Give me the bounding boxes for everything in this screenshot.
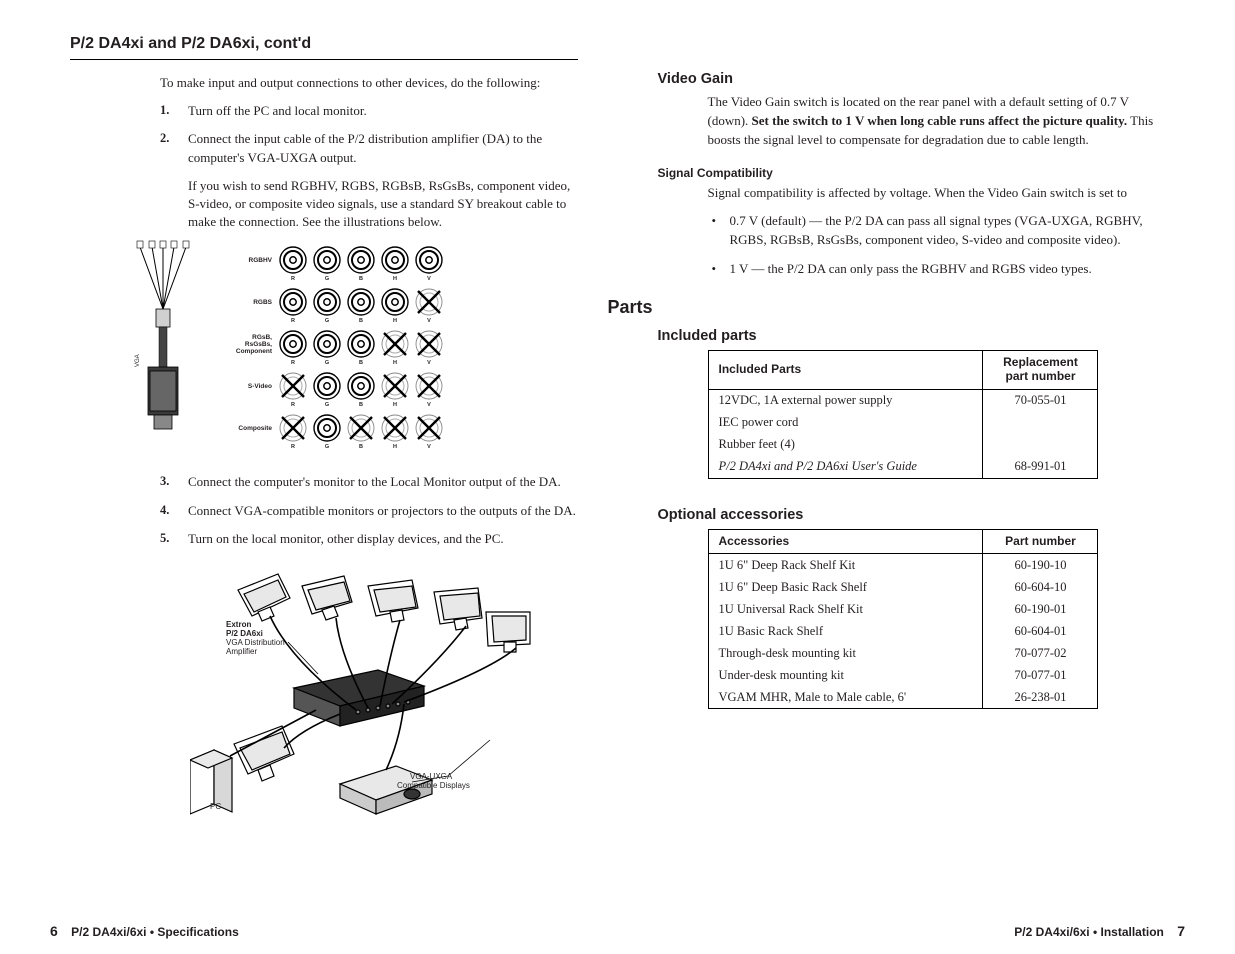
matrix-row: RGsB, RsGsBs, ComponentRGBHV — [226, 323, 444, 365]
setup-svg — [190, 560, 560, 825]
displays-label-1: VGA-UXGA — [410, 772, 452, 781]
heading-parts: Parts — [658, 297, 1166, 318]
bnc-connector-icon: G — [312, 371, 342, 401]
bnc-connector-icon: R — [278, 329, 308, 359]
displays-label-2: Compatible Displays — [397, 781, 470, 790]
pc-label: PC — [210, 802, 221, 811]
heading-optional: Optional accessories — [658, 507, 1166, 523]
steps-list: 1.Turn off the PC and local monitor. 2. … — [160, 102, 578, 548]
bnc-unused-icon: V — [414, 287, 444, 317]
matrix-row: RGBHVRGBHV — [226, 239, 444, 281]
heading-signal-compat: Signal Compatibility — [658, 166, 1166, 180]
extron-label-2: P/2 DA6xi — [226, 629, 263, 638]
step-1: 1.Turn off the PC and local monitor. — [160, 102, 578, 120]
heading-video-gain: Video Gain — [658, 71, 1166, 87]
page-7: Video Gain The Video Gain switch is loca… — [618, 35, 1191, 939]
bnc-connector-icon: V — [414, 245, 444, 275]
bullet-07v: 0.7 V (default) — the P/2 DA can pass al… — [708, 212, 1166, 250]
running-head: P/2 DA4xi and P/2 DA6xi, cont'd — [70, 35, 578, 60]
bnc-connector-icon: B — [346, 287, 376, 317]
step-2: 2. Connect the input cable of the P/2 di… — [160, 130, 578, 459]
bnc-connector-icon: G — [312, 245, 342, 275]
table-row: 12VDC, 1A external power supply70-055-01 — [708, 389, 1097, 412]
breakout-cable-illustration: VGA — [128, 239, 198, 459]
step-5: 5.Turn on the local monitor, other displ… — [160, 530, 578, 548]
breakout-matrix-diagram: VGA — [128, 239, 578, 459]
table-row: Under-desk mounting kit70-077-01 — [708, 664, 1097, 686]
bnc-unused-icon: V — [414, 329, 444, 359]
extron-label-4: Amplifier — [226, 647, 257, 656]
bnc-unused-icon: H — [380, 371, 410, 401]
matrix-row: CompositeRGBHV — [226, 407, 444, 449]
included-parts-table: Included PartsReplacement part number 12… — [708, 350, 1098, 479]
video-gain-para: The Video Gain switch is located on the … — [708, 93, 1166, 150]
table-row: 1U 6" Deep Basic Rack Shelf60-604-10 — [708, 576, 1097, 598]
bnc-unused-icon: B — [346, 413, 376, 443]
bnc-unused-icon: V — [414, 371, 444, 401]
table-row: 1U Basic Rack Shelf60-604-01 — [708, 620, 1097, 642]
bullet-1v: 1 V — the P/2 DA can only pass the RGBHV… — [708, 260, 1166, 279]
extron-label-1: Extron — [226, 620, 251, 629]
table-row: VGAM MHR, Male to Male cable, 6'26-238-0… — [708, 686, 1097, 709]
setup-diagram: Extron P/2 DA6xi VGA Distribution Amplif… — [190, 560, 560, 825]
connector-matrix: RGBHVRGBHVRGBSRGBHVRGsB, RsGsBs, Compone… — [226, 239, 444, 459]
bnc-connector-icon: G — [312, 329, 342, 359]
bnc-connector-icon: B — [346, 245, 376, 275]
table-row: Rubber feet (4) — [708, 434, 1097, 456]
table-row: 1U 6" Deep Rack Shelf Kit60-190-10 — [708, 554, 1097, 577]
bnc-connector-icon: B — [346, 371, 376, 401]
page-spread: P/2 DA4xi and P/2 DA6xi, cont'd To make … — [0, 0, 1235, 954]
breakout-svg — [128, 239, 198, 459]
bnc-connector-icon: B — [346, 329, 376, 359]
bnc-connector-icon: H — [380, 245, 410, 275]
step-3: 3.Connect the computer's monitor to the … — [160, 473, 578, 491]
footer-right: P/2 DA4xi/6xi • Installation 7 — [1014, 923, 1185, 939]
signal-compat-para: Signal compatibility is affected by volt… — [708, 184, 1166, 203]
step-4: 4.Connect VGA-compatible monitors or pro… — [160, 502, 578, 520]
bnc-unused-icon: V — [414, 413, 444, 443]
page-6: P/2 DA4xi and P/2 DA6xi, cont'd To make … — [45, 35, 618, 939]
extron-label-3: VGA Distribution — [226, 638, 285, 647]
bnc-unused-icon: R — [278, 371, 308, 401]
bnc-connector-icon: R — [278, 245, 308, 275]
bnc-unused-icon: H — [380, 329, 410, 359]
bnc-connector-icon: H — [380, 287, 410, 317]
bnc-unused-icon: H — [380, 413, 410, 443]
bnc-connector-icon: G — [312, 287, 342, 317]
table-row: Through-desk mounting kit70-077-02 — [708, 642, 1097, 664]
matrix-row: RGBSRGBHV — [226, 281, 444, 323]
left-body: To make input and output connections to … — [160, 74, 578, 825]
bnc-connector-icon: G — [312, 413, 342, 443]
table-row: P/2 DA4xi and P/2 DA6xi User's Guide68-9… — [708, 456, 1097, 479]
intro: To make input and output connections to … — [160, 74, 578, 92]
optional-accessories-table: AccessoriesPart number 1U 6" Deep Rack S… — [708, 529, 1098, 710]
bnc-connector-icon: R — [278, 287, 308, 317]
matrix-row: S-VideoRGBHV — [226, 365, 444, 407]
signal-bullets: 0.7 V (default) — the P/2 DA can pass al… — [708, 212, 1166, 279]
heading-included: Included parts — [658, 328, 1166, 344]
bnc-unused-icon: R — [278, 413, 308, 443]
table-row: 1U Universal Rack Shelf Kit60-190-01 — [708, 598, 1097, 620]
footer-left: 6 P/2 DA4xi/6xi • Specifications — [50, 923, 239, 939]
table-row: IEC power cord — [708, 412, 1097, 434]
